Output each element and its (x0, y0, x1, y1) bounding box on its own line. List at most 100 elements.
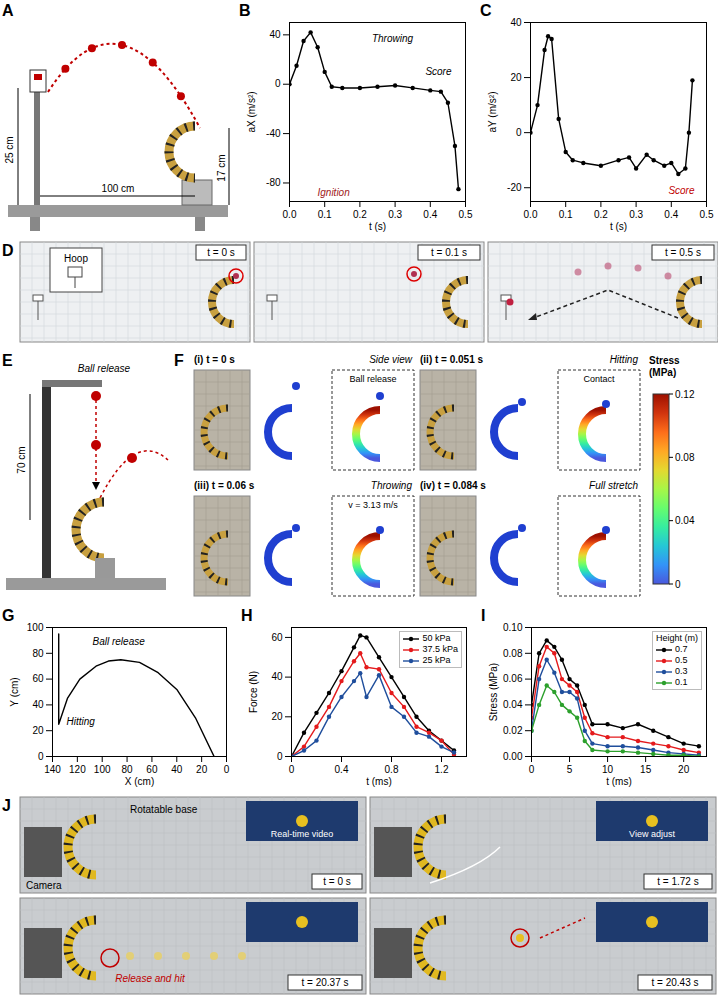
svg-text:40: 40 (171, 764, 183, 775)
svg-text:25 cm: 25 cm (4, 136, 15, 163)
svg-text:-80: -80 (266, 177, 281, 188)
svg-text:t (s): t (s) (610, 221, 627, 232)
svg-text:40: 40 (32, 699, 44, 710)
svg-text:t = 0 s: t = 0 s (207, 247, 235, 258)
svg-text:X (cm): X (cm) (125, 776, 154, 787)
svg-text:0.02: 0.02 (503, 725, 523, 736)
svg-text:0: 0 (516, 127, 522, 138)
svg-text:0.00: 0.00 (503, 751, 523, 762)
svg-text:0.12: 0.12 (675, 389, 695, 400)
svg-text:t = 0 s: t = 0 s (323, 876, 351, 887)
svg-text:1.2: 1.2 (435, 764, 449, 775)
svg-text:Y (cm): Y (cm) (9, 677, 20, 706)
svg-text:aY (m/s²): aY (m/s²) (487, 92, 498, 133)
svg-text:t = 0.1 s: t = 0.1 s (431, 247, 467, 258)
svg-text:Throwing: Throwing (371, 480, 413, 491)
svg-text:Rotatable base: Rotatable base (130, 804, 198, 815)
svg-text:10: 10 (602, 764, 614, 775)
svg-text:Ball release: Ball release (349, 374, 396, 384)
svg-text:0: 0 (289, 764, 295, 775)
svg-text:0.06: 0.06 (503, 673, 523, 684)
svg-text:aX (m/s²): aX (m/s²) (246, 91, 257, 132)
svg-text:80: 80 (32, 648, 44, 659)
svg-text:0.0: 0.0 (283, 209, 297, 220)
svg-text:-40: -40 (266, 128, 281, 139)
svg-text:t = 20.43 s: t = 20.43 s (652, 977, 699, 988)
svg-text:Score: Score (668, 185, 695, 196)
svg-text:0: 0 (675, 579, 681, 590)
svg-text:0.1: 0.1 (318, 209, 332, 220)
svg-text:View adjust: View adjust (629, 829, 675, 839)
svg-text:0.10: 0.10 (503, 622, 523, 633)
svg-text:20: 20 (678, 764, 690, 775)
svg-text:Hitting: Hitting (610, 354, 639, 365)
svg-text:Ignition: Ignition (318, 187, 351, 198)
svg-text:0.4: 0.4 (335, 764, 349, 775)
svg-text:0.1: 0.1 (559, 209, 573, 220)
svg-text:0.3: 0.3 (629, 209, 643, 220)
svg-text:0.4: 0.4 (664, 209, 678, 220)
svg-text:0.04: 0.04 (675, 515, 695, 526)
svg-text:0.5: 0.5 (700, 209, 714, 220)
svg-text:Side view: Side view (369, 354, 413, 365)
svg-text:0.3: 0.3 (388, 209, 402, 220)
svg-text:0.2: 0.2 (594, 209, 608, 220)
svg-text:Real-time video: Real-time video (271, 829, 334, 839)
svg-text:0.8: 0.8 (385, 764, 399, 775)
svg-text:Hitting: Hitting (67, 716, 96, 727)
svg-text:-20: -20 (507, 182, 522, 193)
svg-text:20: 20 (196, 764, 208, 775)
svg-text:t (ms): t (ms) (606, 776, 632, 787)
svg-text:t = 0.5 s: t = 0.5 s (665, 247, 701, 258)
svg-text:t = 1.72 s: t = 1.72 s (657, 876, 698, 887)
svg-text:0.4: 0.4 (423, 209, 437, 220)
svg-text:0: 0 (275, 78, 281, 89)
svg-text:0.2: 0.2 (353, 209, 367, 220)
svg-text:0.5: 0.5 (459, 209, 473, 220)
svg-text:20: 20 (271, 711, 283, 722)
svg-text:140: 140 (44, 764, 61, 775)
svg-text:t (ms): t (ms) (366, 776, 392, 787)
svg-text:40: 40 (269, 29, 281, 40)
svg-text:(i) t = 0 s: (i) t = 0 s (194, 354, 235, 365)
svg-text:17 cm: 17 cm (216, 154, 227, 181)
svg-text:60: 60 (146, 764, 158, 775)
svg-text:Camera: Camera (26, 880, 62, 891)
svg-text:Force (N): Force (N) (248, 671, 259, 713)
svg-text:Ball release: Ball release (78, 363, 131, 374)
svg-text:Stress (MPa): Stress (MPa) (488, 663, 499, 721)
svg-text:Score: Score (425, 66, 452, 77)
svg-text:0.0: 0.0 (524, 209, 538, 220)
svg-text:0.08: 0.08 (675, 452, 695, 463)
svg-text:60: 60 (271, 632, 283, 643)
svg-text:120: 120 (69, 764, 86, 775)
svg-text:60: 60 (32, 673, 44, 684)
svg-text:0.04: 0.04 (503, 699, 523, 710)
svg-text:v = 3.13 m/s: v = 3.13 m/s (348, 500, 398, 510)
svg-text:5: 5 (567, 764, 573, 775)
svg-text:40: 40 (271, 671, 283, 682)
svg-text:t (s): t (s) (369, 221, 386, 232)
svg-text:Ball release: Ball release (93, 636, 146, 647)
svg-text:Stress: Stress (649, 355, 680, 366)
svg-text:Full stretch: Full stretch (589, 480, 638, 491)
svg-text:20: 20 (510, 72, 522, 83)
svg-text:(iv) t = 0.084 s: (iv) t = 0.084 s (420, 480, 486, 491)
svg-text:0: 0 (277, 751, 283, 762)
svg-text:100 cm: 100 cm (102, 183, 135, 194)
svg-text:40: 40 (510, 17, 522, 28)
svg-text:70 cm: 70 cm (16, 446, 27, 473)
svg-text:(MPa): (MPa) (649, 367, 676, 378)
svg-text:0: 0 (38, 751, 44, 762)
svg-text:(iii) t = 0.06 s: (iii) t = 0.06 s (194, 480, 255, 491)
svg-text:80: 80 (122, 764, 134, 775)
svg-text:Throwing: Throwing (372, 33, 414, 44)
svg-text:(ii) t = 0.051 s: (ii) t = 0.051 s (420, 354, 484, 365)
svg-text:100: 100 (94, 764, 111, 775)
svg-text:Hoop: Hoop (64, 253, 88, 264)
svg-text:0: 0 (529, 764, 535, 775)
svg-text:15: 15 (640, 764, 652, 775)
svg-text:20: 20 (32, 725, 44, 736)
svg-text:Contact: Contact (583, 374, 615, 384)
svg-text:100: 100 (27, 622, 44, 633)
